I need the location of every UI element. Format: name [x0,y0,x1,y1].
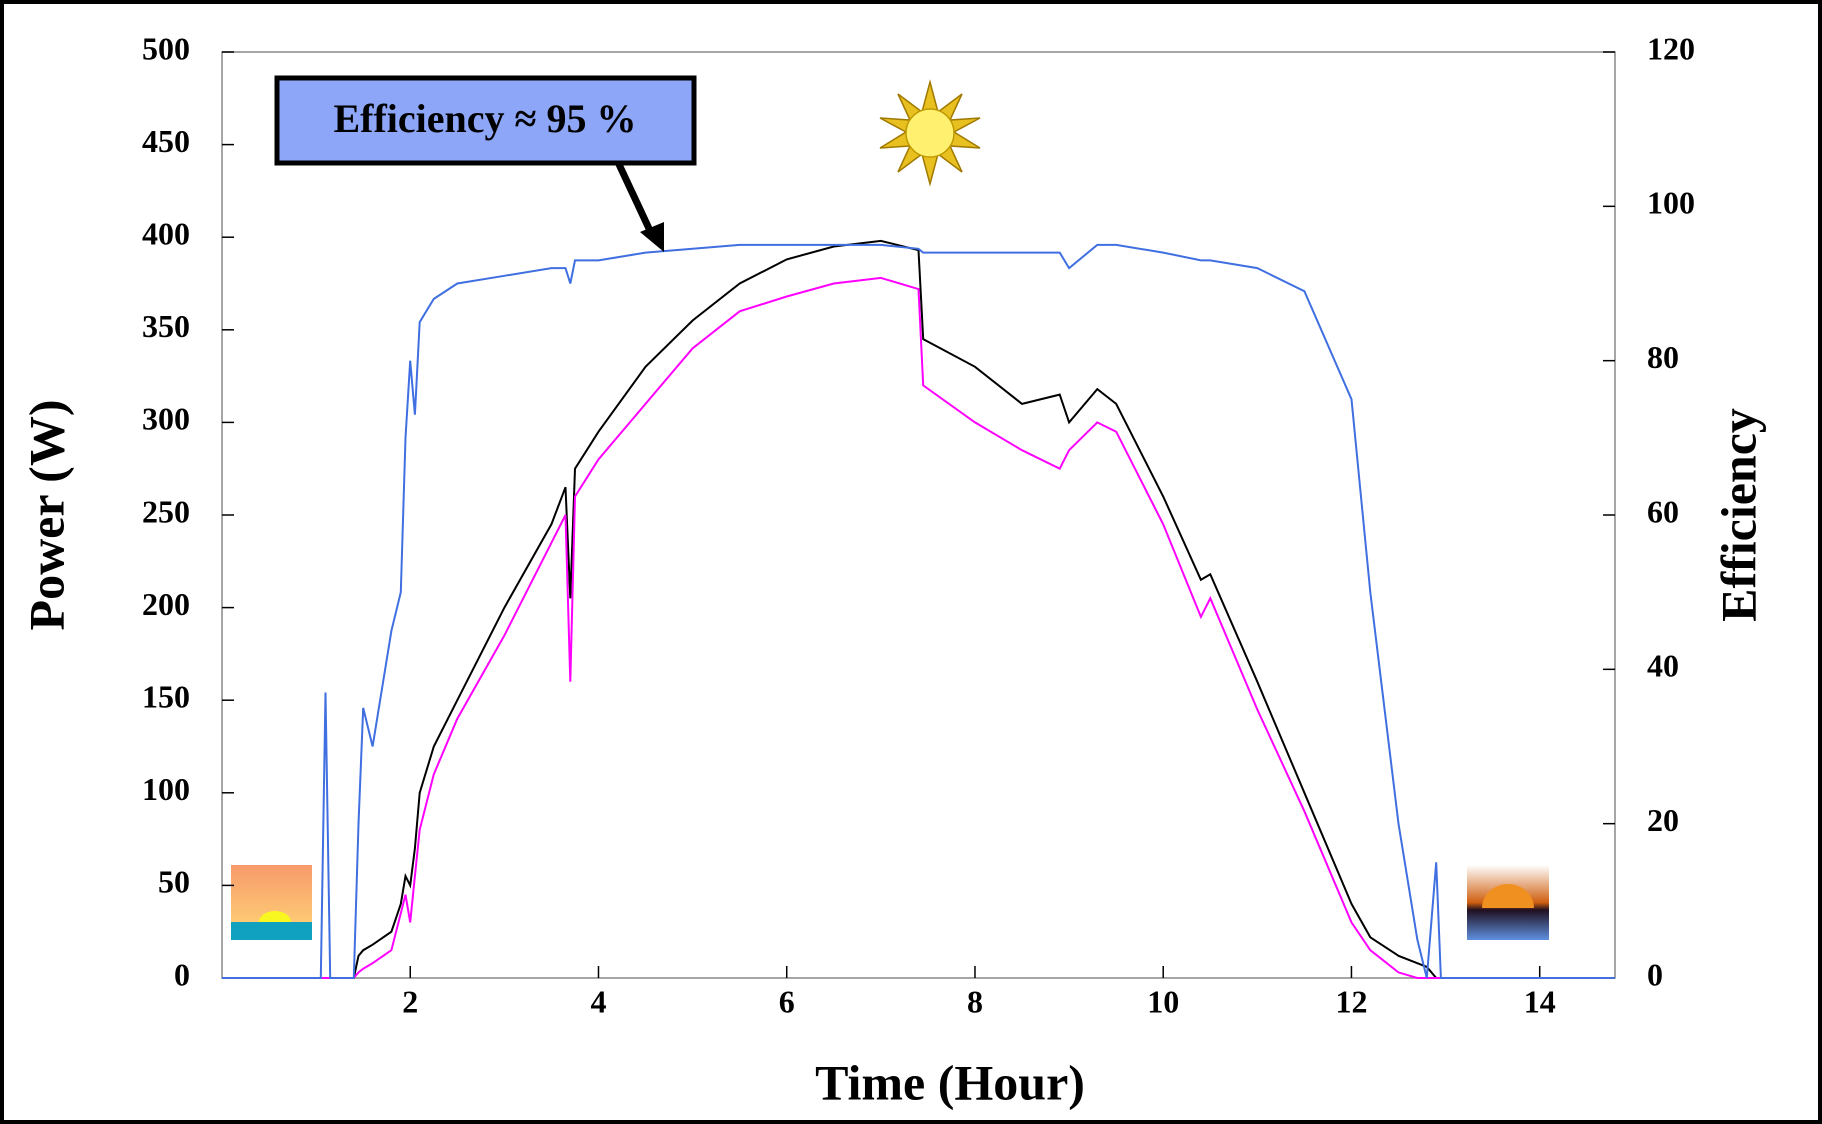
y2-tick-label: 100 [1647,185,1695,221]
y-tick-label: 150 [142,679,190,715]
x-tick-label: 14 [1524,983,1556,1019]
x-tick-label: 4 [590,983,606,1019]
x-tick-label: 2 [402,983,418,1019]
annotation: Efficiency ≈ 95 % [274,75,697,252]
plot: 0 50 100 150 200 250 300 350 400 450 500 0 20 40 60 80 1… [142,30,1695,1019]
y2-tick-label: 20 [1647,802,1679,838]
series-line [222,239,1615,979]
y-tick-label: 50 [158,864,190,900]
y2-axis-title: Efficiency [1710,408,1766,622]
y-tick-label: 200 [142,586,190,622]
y2-tick-label: 120 [1647,30,1695,66]
y-tick-label: 350 [142,308,190,344]
y-tick-label: 400 [142,216,190,252]
y-tick-label: 100 [142,771,190,807]
annotation-text: Efficiency ≈ 95 % [333,96,636,141]
series-line [222,243,1615,979]
y2-tick-label: 40 [1647,648,1679,684]
y-tick-label: 500 [142,30,190,66]
y-tick-label: 300 [142,401,190,437]
x-tick-label: 12 [1335,983,1367,1019]
y2-tick-label: 80 [1647,339,1679,375]
sunrise-icon [231,865,312,940]
y2-tick-label: 60 [1647,493,1679,529]
y-tick-label: 0 [174,956,190,992]
y-tick-label: 250 [142,493,190,529]
sunset-icon [1467,865,1549,940]
sun-icon [879,79,981,187]
x-tick-label: 6 [779,983,795,1019]
series-line [222,276,1615,979]
x-tick-label: 10 [1147,983,1179,1019]
x-axis-title: Time (Hour) [815,1054,1085,1110]
x-tick-label: 8 [967,983,983,1019]
y-tick-label: 450 [142,123,190,159]
y2-tick-label: 0 [1647,956,1663,992]
y-axis-title: Power (W) [18,400,74,631]
